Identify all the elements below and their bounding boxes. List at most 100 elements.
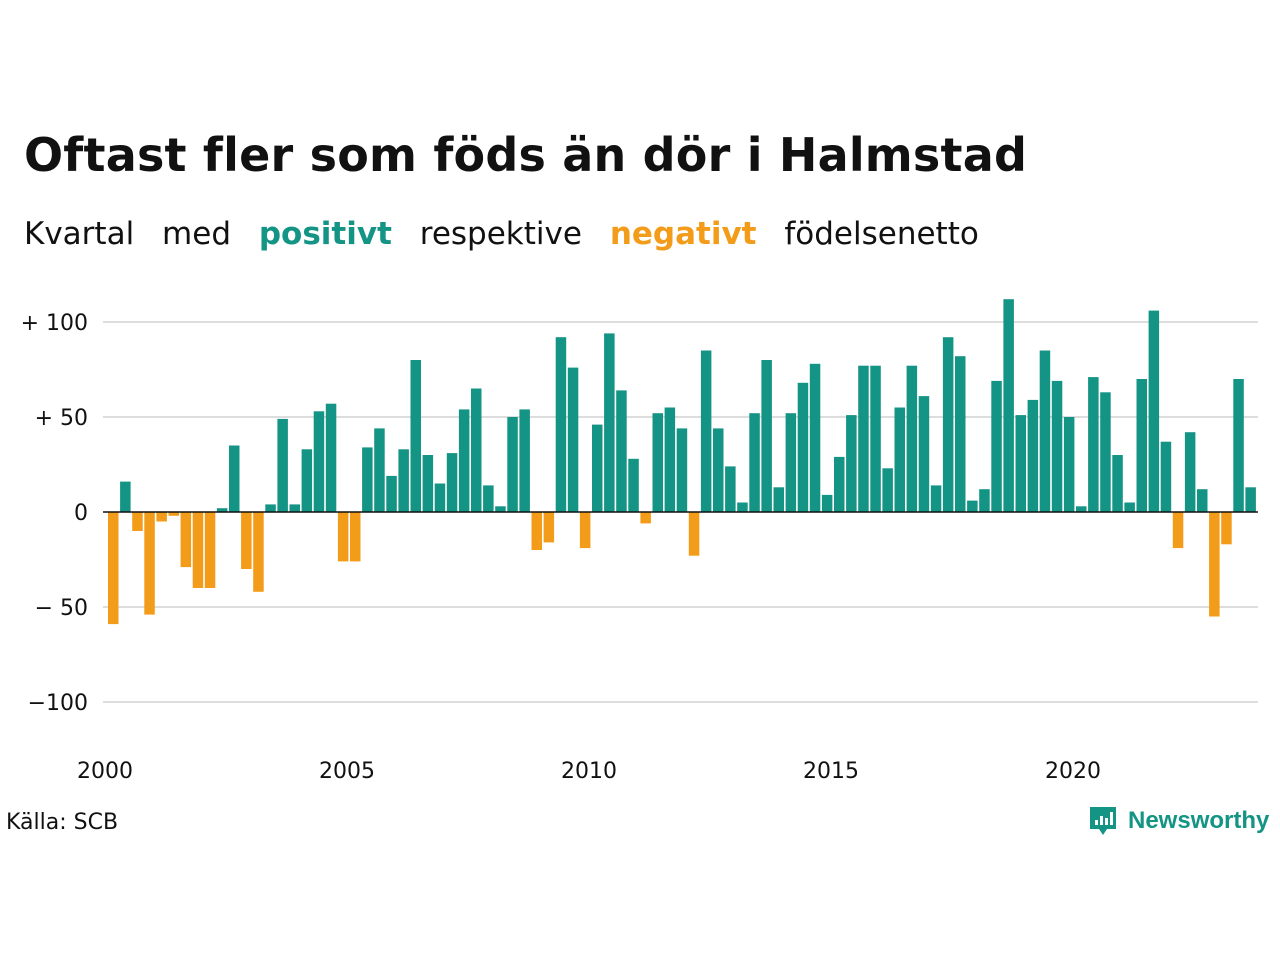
y-tick-label: + 50	[35, 406, 88, 431]
x-tick-label: 2000	[77, 759, 133, 784]
bar-positive	[458, 409, 470, 512]
bar-negative	[640, 512, 651, 524]
bar-positive	[942, 337, 954, 512]
bar-positive	[1063, 417, 1075, 512]
bar-positive	[398, 449, 409, 512]
bar-positive	[761, 360, 772, 512]
bar-positive	[519, 409, 530, 512]
x-tick-label: 2020	[1045, 759, 1101, 784]
x-tick-label: 2005	[319, 759, 375, 784]
bar-positive	[628, 458, 639, 512]
bar-negative	[1221, 512, 1232, 545]
bar-positive	[1160, 441, 1172, 512]
bar-negative	[543, 512, 555, 543]
bar-positive	[652, 413, 663, 512]
tick-labels: + 100 + 50 0 − 50 −100 2000 2005 2010 2015 2020	[21, 311, 1101, 784]
bar-positive	[229, 445, 240, 512]
bar-negative	[579, 512, 591, 549]
bar-positive	[434, 483, 446, 512]
bar-positive	[700, 350, 712, 512]
bar-positive	[894, 407, 905, 512]
bar-positive	[1124, 502, 1135, 512]
bar-positive	[1015, 415, 1026, 512]
bar-chart: + 100 + 50 0 − 50 −100 2000 2005 2010 2015 2020	[21, 299, 1258, 784]
bar-positive	[567, 367, 579, 512]
bar-positive	[216, 508, 228, 512]
bar-positive	[1051, 380, 1063, 512]
bar-positive	[289, 504, 300, 512]
bar-positive	[991, 380, 1002, 512]
bars	[108, 299, 1256, 625]
brand-name: Newsworthy	[1128, 807, 1270, 834]
bar-positive	[882, 468, 893, 512]
bar-positive	[1245, 487, 1256, 512]
bar-negative	[350, 512, 361, 562]
bar-positive	[773, 487, 784, 512]
bar-negative	[108, 512, 119, 625]
bar-negative	[168, 512, 179, 516]
bar-positive	[592, 424, 603, 512]
bar-negative	[180, 512, 192, 568]
bar-positive	[955, 356, 966, 512]
chart-title: Oftast fler som föds än dör i Halmstad	[24, 128, 1028, 182]
bar-positive	[785, 413, 797, 512]
y-tick-label: 0	[74, 501, 88, 526]
bar-positive	[1148, 310, 1160, 512]
bar-positive	[713, 428, 724, 512]
source-note: Källa: SCB	[6, 810, 119, 835]
bar-positive	[1003, 299, 1014, 512]
bar-positive	[797, 382, 809, 512]
bar-positive	[120, 481, 131, 512]
bar-positive	[313, 411, 325, 512]
bar-positive	[507, 417, 518, 512]
bar-positive	[471, 388, 482, 512]
bar-positive	[749, 413, 760, 512]
bar-positive	[870, 365, 881, 512]
bar-positive	[930, 485, 942, 512]
bar-positive	[1088, 377, 1099, 512]
bar-positive	[1027, 399, 1039, 512]
y-tick-label: − 50	[35, 596, 88, 621]
bar-positive	[277, 418, 288, 512]
x-tick-label: 2010	[561, 759, 617, 784]
bar-positive	[834, 456, 845, 512]
bar-negative	[531, 512, 542, 550]
bar-negative	[688, 512, 700, 556]
bar-positive	[386, 475, 397, 512]
bar-positive	[483, 485, 494, 512]
y-tick-label: −100	[28, 691, 88, 716]
bar-positive	[1039, 350, 1051, 512]
bar-positive	[374, 428, 385, 512]
bar-negative	[1172, 512, 1184, 549]
y-tick-label: + 100	[21, 311, 88, 336]
subtitle-word: respektive	[419, 216, 582, 252]
bar-positive	[809, 363, 821, 512]
bar-positive	[301, 449, 313, 512]
bar-positive	[1184, 432, 1196, 512]
bar-negative	[192, 512, 204, 588]
bar-negative	[337, 512, 349, 562]
bar-positive	[725, 466, 736, 512]
bar-positive	[664, 407, 676, 512]
bar-positive	[846, 415, 857, 512]
bar-positive	[906, 365, 918, 512]
chart-subtitle: Kvartal med positivt respektive negativt…	[24, 216, 997, 252]
bar-chart-bubble-icon	[1090, 807, 1116, 835]
bar-positive	[676, 428, 688, 512]
bar-positive	[979, 489, 990, 512]
subtitle-negative: negativt	[609, 216, 757, 252]
bar-positive	[422, 455, 434, 512]
bar-positive	[616, 390, 627, 512]
bar-positive	[325, 403, 337, 512]
bar-negative	[156, 512, 167, 522]
bar-positive	[265, 504, 276, 512]
bar-positive	[737, 502, 748, 512]
bar-positive	[362, 447, 373, 512]
bar-positive	[1112, 455, 1123, 512]
bar-positive	[1136, 379, 1147, 512]
subtitle-word: med	[162, 216, 231, 252]
bar-negative	[132, 512, 143, 531]
bar-positive	[495, 506, 506, 512]
bar-positive	[918, 396, 930, 512]
subtitle-word: Kvartal	[24, 216, 135, 252]
